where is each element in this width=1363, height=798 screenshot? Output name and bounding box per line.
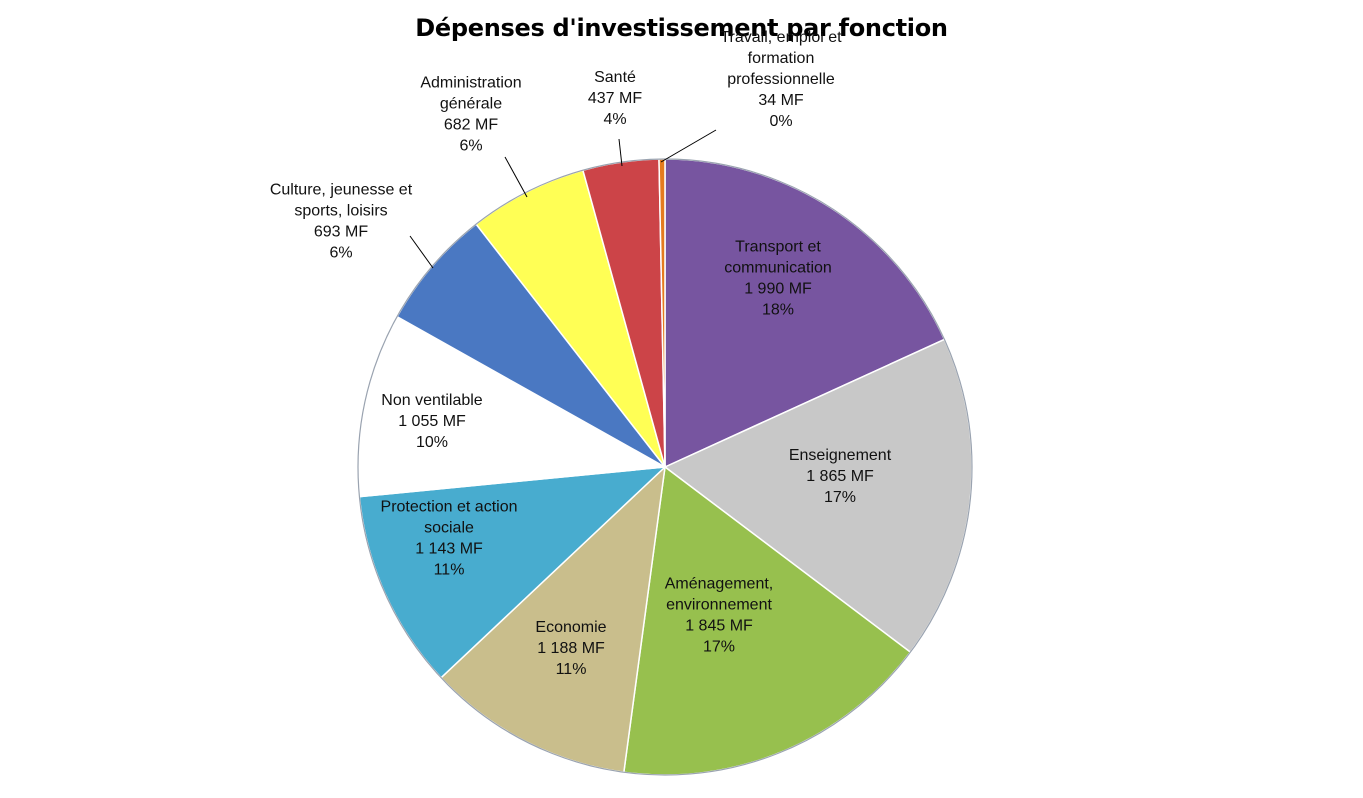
chart-title: Dépenses d'investissement par fonction (415, 14, 948, 42)
slice-label: Transport et communication 1 990 MF 18% (724, 239, 832, 319)
slice-label: Travail, emploi et formation professionnel… (720, 29, 842, 130)
leader-line (409, 235, 434, 269)
slice-label: Non ventilable 1 055 MF 10% (381, 392, 483, 451)
slice-label: Santé 437 MF 4% (588, 69, 642, 128)
leader-line (504, 156, 528, 198)
slice-label: Enseignement 1 865 MF 17% (789, 447, 892, 506)
pie-rim (357, 158, 973, 776)
slice-label: Culture, jeunesse et sports, loisirs 693 M… (270, 182, 413, 262)
slice-label: Protection et action sociale 1 143 MF 11% (381, 499, 518, 579)
leader-line (618, 138, 623, 167)
slice-label: Aménagement, environnement 1 845 MF 17% (665, 576, 774, 656)
slice-label: Economie 1 188 MF 11% (535, 619, 606, 678)
slice-label: Administration générale 682 MF 6% (420, 75, 521, 155)
leader-line (660, 129, 717, 163)
